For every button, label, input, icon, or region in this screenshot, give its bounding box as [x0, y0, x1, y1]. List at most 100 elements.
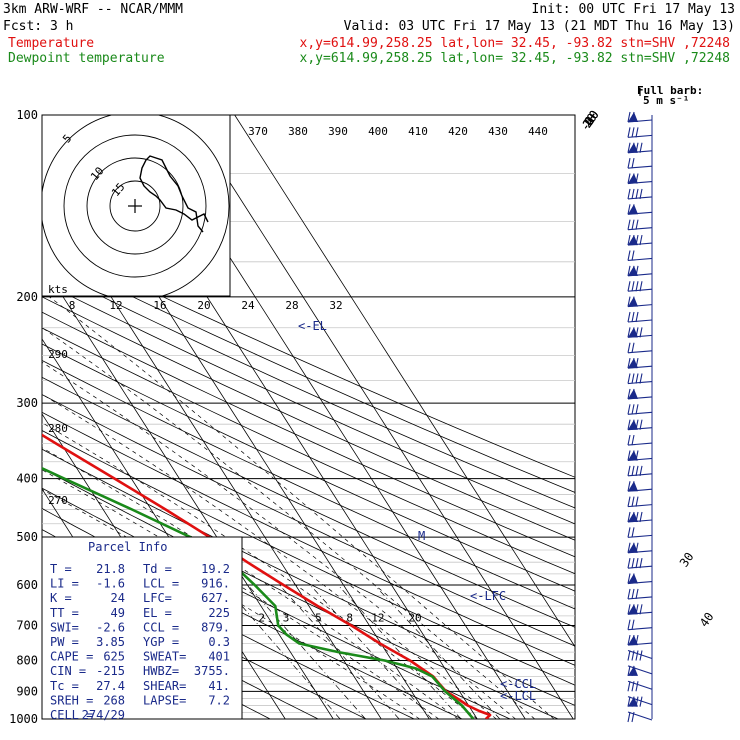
wind-barb-feather [627, 142, 631, 153]
dry-adiabat [42, 311, 575, 558]
isotherm-label: 30 [677, 550, 697, 570]
wind-barb-feather [627, 558, 631, 569]
wind-barb-feather [631, 311, 635, 323]
annotation-label: <-LCL [500, 689, 536, 703]
profile-annotations: <-EL M <-LFC <-CCL<-LCL [298, 319, 536, 703]
wind-barb-feather [639, 327, 643, 338]
wind-barb-feather [627, 542, 631, 553]
parcel-info-cell: 3.85 [96, 635, 125, 649]
wind-barb-feather [635, 188, 639, 200]
wind-barb-pennant [628, 204, 638, 215]
wind-barb [627, 296, 653, 308]
dry-adiabat [42, 266, 575, 509]
wind-barb [627, 696, 653, 707]
parcel-info-cell: HWBZ= [143, 664, 179, 678]
hodograph-speed-label: 28 [285, 299, 298, 312]
wind-barb-feather [635, 558, 639, 569]
parcel-info-cell: PW = [50, 635, 79, 649]
wind-barb-pennant [628, 512, 638, 522]
parcel-info-cell: 3755. [194, 664, 230, 678]
wind-barb [627, 250, 653, 262]
wind-barb-feather [627, 311, 631, 323]
wind-barb-feather [631, 434, 635, 446]
wind-barb-pennant [628, 235, 638, 246]
wind-barb-feather [631, 158, 635, 169]
hodograph-speed-label: 16 [153, 299, 166, 312]
wind-barb-feather [639, 373, 643, 384]
wind-barb-feather [627, 127, 631, 138]
mixing-ratio-line [279, 584, 400, 719]
wind-barb-feather [631, 127, 635, 138]
dry-adiabat [42, 281, 575, 525]
moist-adiabat [42, 422, 478, 719]
wind-barb-feather [631, 619, 635, 630]
parcel-info-cell: 916. [201, 577, 230, 591]
pressure-label: 500 [16, 530, 38, 544]
wind-barb [627, 481, 653, 492]
parcel-info-cell: LFC= [143, 591, 172, 605]
wind-barb [627, 465, 653, 477]
mixing-ratio-line [374, 584, 501, 719]
wind-barb-feather [631, 558, 635, 569]
wind-barb-feather [639, 604, 643, 615]
hodograph-ring [109, 180, 161, 232]
wind-barb-pennant [628, 419, 638, 430]
init-time: Init: 00 UTC Fri 17 May 13 [532, 2, 736, 17]
wind-barb-feather [627, 511, 631, 523]
dry-adiabat [42, 327, 575, 575]
wind-barb [627, 634, 653, 646]
forecast-hour: Fcst: 3 h [3, 19, 73, 34]
wind-barb-pennant [628, 112, 638, 122]
parcel-info-cell: 625 [103, 650, 125, 664]
dry-adiabat [42, 394, 575, 647]
temperature-legend-label: Temperature [8, 36, 94, 51]
wind-barb-feather [627, 481, 631, 492]
wind-barb-pennant [628, 296, 638, 307]
wind-barb [627, 604, 653, 615]
wind-barb-feather [627, 373, 631, 384]
wind-barb [627, 450, 653, 462]
mixing-ratio-label: 12 [371, 611, 384, 624]
mixing-ratio-label: 5 [315, 611, 322, 624]
wind-barbs [627, 111, 653, 723]
theta-label: 380 [288, 125, 308, 138]
wind-barb-feather [627, 281, 631, 292]
hodograph-ring [63, 134, 207, 278]
wind-barb-feather [635, 373, 639, 384]
wind-barb-pennant [628, 573, 638, 584]
wind-barb [627, 281, 653, 292]
parcel-info-cell: 401 [208, 650, 230, 664]
wind-barb-feather [639, 465, 643, 476]
pressure-label: 300 [16, 396, 38, 410]
dry-adiabat [42, 343, 575, 592]
parcel-info-cell: 41. [208, 679, 230, 693]
wind-barb-feather [627, 527, 631, 538]
wind-barb-feather [627, 219, 631, 230]
wind-barb [627, 711, 653, 723]
wind-barb-feather [627, 711, 631, 723]
wind-barb-staff [627, 711, 653, 721]
model-title: 3km ARW-WRF -- NCAR/MMM [3, 2, 183, 17]
wind-barb-pennant [628, 388, 638, 399]
parcel-info-panel: Parcel Info T = 21.8 Td = 19.2 LI = -1.6 LCL =… [41, 536, 243, 722]
wind-barb [627, 619, 653, 631]
parcel-info-cell: CAPE = [50, 650, 93, 664]
wind-barb-feather [631, 496, 635, 507]
wind-barb-feather [627, 265, 631, 276]
wind-barb-feather [627, 619, 631, 630]
wind-barb [627, 127, 653, 138]
wind-barb [627, 373, 653, 385]
wind-barb [627, 404, 653, 415]
wind-barb-feather [631, 342, 635, 353]
wind-barb-pennant [628, 142, 638, 153]
mixing-ratio-label: 20 [408, 611, 421, 624]
wind-barb-feather [631, 650, 635, 661]
theta-label: 390 [328, 125, 348, 138]
wind-barb-pennant [628, 542, 638, 553]
wind-barb-feather [631, 188, 635, 200]
parcel-info-cell: LAPSE= [143, 693, 186, 707]
dry-adiabat [42, 448, 575, 706]
parcel-info-box [41, 536, 243, 720]
wind-barb-pennant [628, 604, 638, 615]
dry-adiabat [42, 359, 575, 610]
